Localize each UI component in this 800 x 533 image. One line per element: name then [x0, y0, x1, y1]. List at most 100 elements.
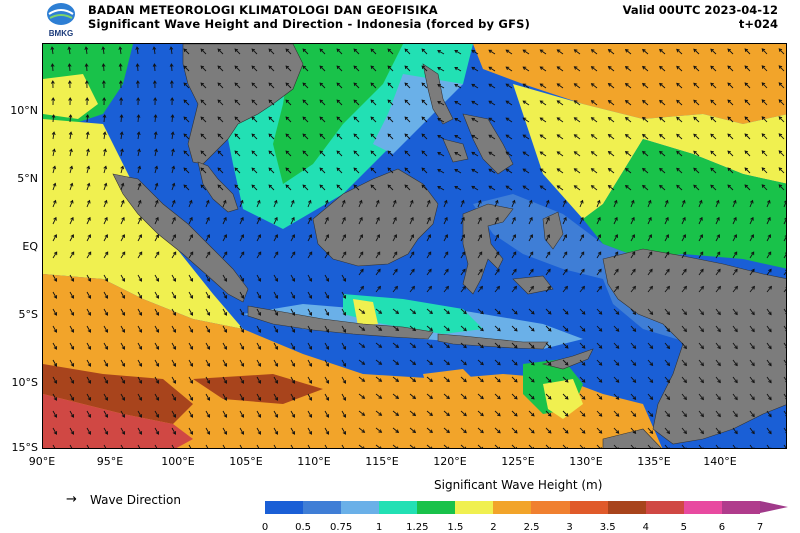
wave-arrow [171, 308, 176, 316]
wave-arrow-head [291, 431, 296, 435]
wave-arrow-head [530, 429, 535, 434]
wave-arrow [443, 325, 450, 331]
wave-arrow [222, 308, 227, 316]
wave-arrow-head [70, 278, 75, 282]
wave-arrow-head [428, 268, 432, 273]
wave-arrow [404, 167, 411, 174]
wave-arrow-head [734, 345, 738, 350]
wave-arrow-head [727, 116, 732, 121]
wave-arrow [562, 325, 569, 332]
wave-arrow [443, 234, 448, 242]
wave-arrow [273, 393, 278, 401]
wave-arrow [749, 325, 755, 332]
wave-arrow [222, 217, 227, 225]
wave-arrow [392, 393, 399, 399]
wave-arrow [234, 65, 241, 72]
wave-arrow-head [513, 361, 518, 366]
wave-arrow [664, 427, 670, 434]
wave-arrow-head [454, 168, 458, 173]
wave-arrow-head [361, 378, 366, 382]
wave-arrow [341, 410, 346, 418]
wave-arrow [557, 83, 564, 89]
wave-arrow [268, 184, 275, 191]
wave-arrow [268, 65, 275, 72]
wave-arrow-head [240, 414, 245, 418]
wave-arrow-head [751, 285, 755, 290]
wave-arrow [522, 151, 530, 157]
wave-arrow [69, 410, 74, 418]
wave-arrow-head [155, 414, 160, 418]
wave-arrow [409, 410, 416, 416]
wave-arrow-head [477, 199, 482, 204]
wave-arrow-head [172, 346, 177, 350]
wave-arrow-head [768, 328, 772, 333]
wave-arrow-head [607, 83, 612, 87]
wave-arrow [137, 325, 142, 333]
wave-arrow [239, 342, 244, 350]
wave-arrow [426, 269, 432, 276]
wave-arrow-head [360, 268, 364, 273]
wave-arrow-head [70, 346, 75, 350]
wave-arrow [324, 393, 329, 401]
pacific-orange-zone [473, 44, 786, 124]
wave-arrow-head [240, 234, 244, 238]
wave-arrow-head [642, 65, 646, 70]
wave-arrow [647, 200, 652, 208]
wave-arrow [324, 200, 329, 208]
wave-arrow [545, 342, 552, 349]
wave-arrow [392, 427, 399, 433]
wave-arrow-head [342, 397, 347, 401]
wave-arrow [557, 151, 564, 157]
wave-arrow-head [353, 133, 358, 138]
wave-arrow [454, 50, 462, 55]
wave-arrow-head [632, 379, 637, 383]
wave-arrow [488, 66, 496, 72]
wave-arrow-head [370, 150, 375, 155]
wave-arrow [52, 444, 56, 448]
wave-arrow-head [275, 448, 278, 449]
wave-arrow [664, 200, 669, 208]
wave-arrow-head [632, 430, 637, 434]
wave-arrow-head [717, 396, 721, 401]
wave-arrow-head [717, 345, 721, 350]
wave-arrow-head [336, 48, 341, 53]
wave-arrow-head [590, 100, 595, 104]
wave-arrow-head [50, 63, 55, 67]
wave-arrow-head [488, 100, 493, 105]
wave-arrow [522, 134, 530, 140]
wave-arrow [409, 217, 414, 225]
timor-island [541, 348, 594, 370]
wave-arrow-head [70, 380, 75, 384]
wave-arrow-head [138, 414, 143, 418]
wave-arrow [307, 234, 312, 242]
wave-arrow [460, 410, 467, 417]
wave-arrow [387, 82, 394, 89]
wave-arrow [477, 427, 484, 434]
wave-arrow [273, 274, 278, 282]
wave-arrow [86, 251, 92, 259]
wave-arrow [353, 99, 360, 106]
wave-arrow [471, 134, 479, 140]
wave-arrow-head [53, 431, 58, 435]
wave-arrow [454, 152, 462, 157]
wave-arrow-head [659, 99, 663, 104]
wave-arrow [579, 269, 585, 276]
wave-arrow-head [86, 199, 91, 204]
wave-arrow-head [751, 379, 755, 384]
wave-arrow [778, 150, 785, 157]
wave-arrow-head [387, 150, 392, 155]
wave-arrow-head [642, 133, 646, 138]
wave-arrow [471, 151, 479, 157]
wave-arrow [137, 359, 142, 367]
wave-arrow [222, 342, 227, 350]
wave-arrow [698, 410, 704, 417]
wave-arrow-head [598, 311, 603, 315]
wave-arrow-head [784, 235, 786, 237]
wave-arrow-head [138, 312, 143, 316]
wave-arrow [375, 359, 382, 365]
wave-arrow-head [377, 285, 381, 290]
wave-arrow [664, 251, 670, 259]
wave-arrow-head [649, 396, 654, 400]
wave-arrow-head [649, 430, 654, 434]
wave-arrow [596, 359, 603, 366]
